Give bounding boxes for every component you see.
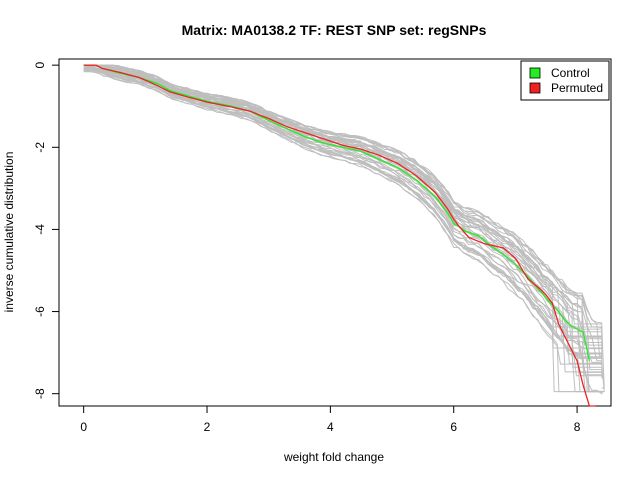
permutation-line [83,69,602,373]
permutation-line [83,67,602,377]
permutation-line [83,64,602,350]
permutation-line [83,64,602,392]
permutation-line [83,64,602,354]
permutation-line [83,64,602,355]
x-tick-label: 6 [450,420,457,434]
series-line-control [83,64,591,361]
permutation-line [83,67,602,359]
y-tick-label: -8 [33,388,47,399]
permutation-line [83,67,602,376]
permutation-line [83,69,602,393]
y-tick-label: -4 [33,224,47,235]
x-axis-label: weight fold change [283,450,384,464]
permutation-line [83,65,605,393]
x-axis: 0 2 4 6 8 [80,405,581,434]
permutation-line [83,64,602,333]
permutation-line [83,65,602,358]
permutation-line [83,69,602,393]
permutation-line [83,64,602,362]
y-axis-label: inverse cumulative distribution [2,152,16,313]
chart-title: Matrix: MA0138.2 TF: REST SNP set: regSN… [182,22,487,38]
legend-label-permuted: Permuted [551,81,603,95]
permutation-line [83,64,602,357]
x-tick-label: 4 [327,420,334,434]
permutation-line [83,68,602,393]
legend: Control Permuted [520,60,610,101]
permutation-line [83,64,602,330]
y-tick-label: -2 [33,142,47,153]
series-line-permuted [83,64,596,407]
legend-swatch-control [529,67,541,79]
permutation-line [83,71,602,365]
x-tick-label: 0 [80,420,87,434]
permutation-line [83,64,602,338]
permutation-line [83,64,602,359]
permutation-line [83,64,602,346]
y-tick-label: -6 [33,306,47,317]
permutation-line [83,69,604,395]
permutation-line [83,69,602,393]
permutation-line [83,64,603,379]
permutation-line [83,64,602,371]
x-tick-label: 2 [204,420,211,434]
plot-frame [58,58,612,407]
permutation-line [83,65,602,364]
legend-box [520,60,610,101]
permutation-line [83,71,602,393]
series-lines [83,64,596,407]
y-axis: 0 -2 -4 -6 -8 [33,62,60,399]
permutation-line [83,64,602,349]
permutation-line [83,64,605,389]
permutation-line [83,64,602,340]
background-lines [83,64,605,395]
permutation-line [83,68,602,393]
legend-swatch-permuted [529,82,541,94]
y-tick-label: 0 [33,62,47,69]
permutation-line [83,65,602,373]
x-tick-label: 8 [574,420,581,434]
permutation-line [83,64,602,328]
legend-label-control: Control [551,66,590,80]
permutation-line [83,66,602,393]
permutation-line [83,65,602,368]
